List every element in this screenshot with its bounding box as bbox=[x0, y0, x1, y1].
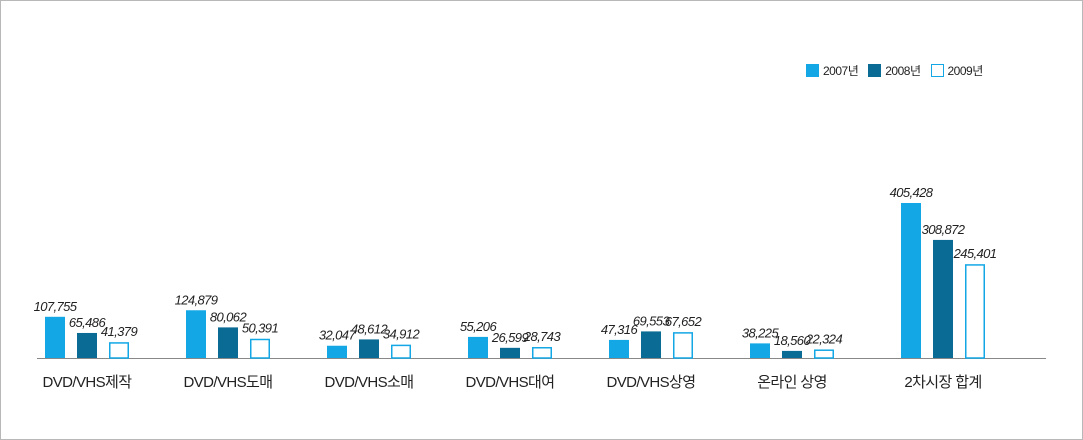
bar-2008-4 bbox=[641, 331, 661, 358]
value-label-2007-3: 55,206 bbox=[460, 319, 498, 334]
value-label-2008-6: 308,872 bbox=[922, 222, 966, 237]
bar-2009-5 bbox=[814, 349, 834, 359]
legend-swatch-2007 bbox=[806, 64, 819, 77]
category-label-1: DVD/VHS도매 bbox=[184, 374, 273, 391]
value-label-2009-3: 28,743 bbox=[523, 329, 562, 344]
bar-2007-3 bbox=[468, 336, 488, 358]
value-label-2009-0: 41,379 bbox=[101, 324, 138, 339]
value-label-2007-5: 38,225 bbox=[742, 325, 780, 340]
value-label-2009-1: 50,391 bbox=[242, 321, 279, 336]
value-label-2009-5: 22,324 bbox=[805, 331, 843, 346]
bar-2009-3 bbox=[532, 347, 552, 359]
bar-2008-3 bbox=[500, 347, 520, 358]
legend-label-2008: 2008년 bbox=[885, 64, 921, 78]
bar-2007-0 bbox=[45, 316, 65, 358]
category-label-6: 2차시장 합계 bbox=[904, 374, 981, 391]
category-label-4: DVD/VHS상영 bbox=[607, 374, 696, 391]
value-label-2009-2: 34,912 bbox=[383, 327, 421, 342]
value-label-2007-0: 107,755 bbox=[34, 299, 78, 314]
value-label-2007-6: 405,428 bbox=[890, 185, 934, 200]
bar-2007-5 bbox=[750, 343, 770, 358]
legend-swatch-2008 bbox=[868, 64, 882, 77]
value-label-2007-2: 32,047 bbox=[319, 328, 357, 343]
legend-item-2009: 2009년 bbox=[930, 62, 984, 79]
bar-2009-4 bbox=[673, 332, 693, 359]
bar-2007-6 bbox=[901, 203, 921, 358]
bar-2007-2 bbox=[327, 345, 347, 358]
category-label-5: 온라인 상영 bbox=[757, 374, 827, 391]
bar-2007-4 bbox=[609, 339, 629, 358]
category-label-0: DVD/VHS제작 bbox=[43, 374, 133, 391]
value-label-2007-4: 47,316 bbox=[601, 322, 639, 337]
value-label-2009-4: 67,652 bbox=[665, 314, 703, 329]
category-label-2: DVD/VHS소매 bbox=[325, 374, 414, 391]
bar-2008-0 bbox=[77, 332, 97, 358]
value-label-2008-5: 18,560 bbox=[774, 333, 812, 348]
value-label-2008-3: 26,599 bbox=[491, 330, 529, 345]
bar-2008-2 bbox=[359, 339, 379, 358]
value-label-2008-4: 69,553 bbox=[633, 313, 671, 328]
legend-swatch-2009 bbox=[930, 64, 944, 77]
bar-2008-1 bbox=[218, 327, 238, 358]
category-label-3: DVD/VHS대여 bbox=[466, 374, 555, 391]
legend-item-2008: 2008년 bbox=[868, 62, 921, 79]
bar-2009-1 bbox=[250, 338, 270, 359]
legend-label-2009: 2009년 bbox=[947, 64, 984, 78]
bar-2007-1 bbox=[186, 310, 206, 358]
value-label-2007-1: 124,879 bbox=[175, 292, 218, 307]
legend-item-2007: 2007년 bbox=[806, 62, 859, 79]
bar-2009-0 bbox=[109, 342, 129, 359]
bar-2009-2 bbox=[391, 344, 411, 359]
legend-label-2007: 2007년 bbox=[823, 64, 859, 78]
value-label-2008-2: 48,612 bbox=[351, 321, 389, 336]
value-label-2009-6: 245,401 bbox=[953, 246, 997, 261]
legend: 2007년 2008년 2009년 bbox=[806, 62, 983, 79]
value-label-2008-1: 80,062 bbox=[210, 309, 248, 324]
bar-2008-5 bbox=[782, 350, 802, 358]
value-label-2008-0: 65,486 bbox=[69, 315, 107, 330]
bar-2009-6 bbox=[965, 264, 985, 359]
bar-2008-6 bbox=[933, 239, 953, 358]
